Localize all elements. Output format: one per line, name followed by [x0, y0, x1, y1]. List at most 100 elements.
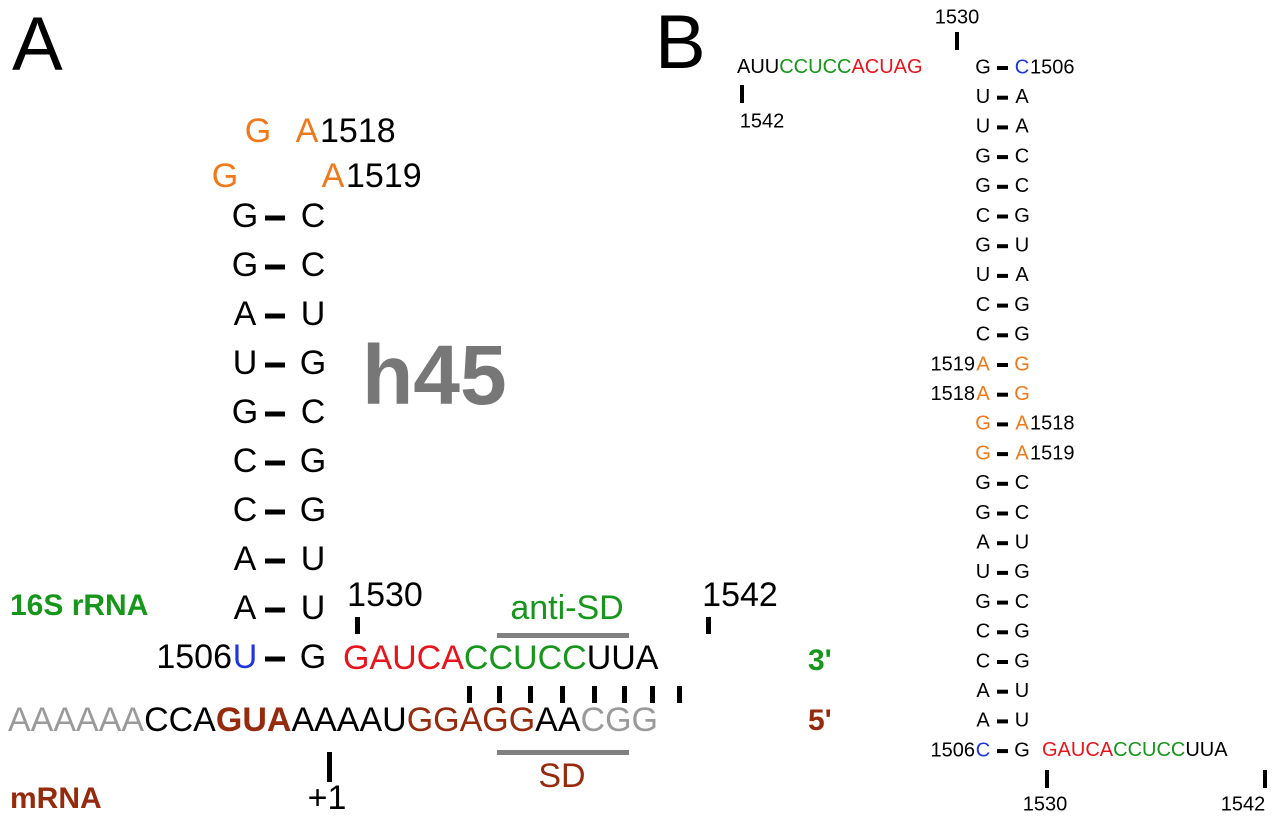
panel-label: B	[655, 0, 706, 85]
sequence: GAUCACCUCCUUA	[1042, 739, 1228, 761]
pair-bond	[997, 570, 1008, 575]
pair-bond	[997, 719, 1008, 724]
position: 1519	[346, 157, 422, 195]
tick	[355, 617, 360, 634]
strand-end: 5'	[808, 704, 832, 737]
pair-bond	[997, 630, 1008, 635]
base: A	[1015, 86, 1029, 108]
base: G	[975, 442, 991, 464]
position: 1519	[1030, 442, 1075, 464]
base: C	[976, 739, 990, 761]
segment: CCA	[144, 701, 216, 739]
pair-bond	[997, 660, 1008, 664]
base: G	[975, 56, 991, 78]
base: C	[976, 621, 990, 643]
tick	[327, 752, 332, 782]
base: C	[976, 324, 990, 346]
base: A	[976, 353, 990, 375]
segment: CCUCC	[464, 639, 587, 677]
base: U	[301, 540, 326, 578]
base: G	[300, 491, 326, 529]
anti-sd: anti-SD	[510, 589, 623, 627]
base: U	[976, 116, 990, 138]
base: C	[1015, 145, 1029, 167]
base: G	[975, 472, 991, 494]
pair-bond	[997, 392, 1008, 397]
base: G	[232, 393, 258, 431]
segment: GAUCA	[343, 639, 464, 677]
base: A	[1015, 442, 1029, 464]
position: 1542	[740, 110, 785, 132]
pair-bond	[997, 95, 1008, 100]
position: 1530	[1023, 793, 1068, 815]
position: 1530	[935, 6, 980, 28]
loop-base: A	[296, 112, 319, 150]
pair-bond	[997, 600, 1008, 605]
sequence: GAUCACCUCCUUA	[343, 639, 659, 677]
bar	[497, 633, 629, 638]
segment: AUU	[737, 56, 779, 78]
segment: GGAGG	[407, 701, 535, 739]
base: G	[975, 413, 991, 435]
base: A	[976, 531, 990, 553]
base: C	[976, 650, 990, 672]
tick	[706, 617, 711, 634]
segment: GAUCA	[1042, 739, 1114, 761]
base: C	[301, 197, 326, 235]
pair-bond	[997, 214, 1008, 219]
base: G	[1014, 650, 1030, 672]
sequence: AUUCCUCCACUAG	[737, 56, 923, 78]
pair-bond	[997, 689, 1008, 694]
helix-name: h45	[362, 328, 507, 422]
base: G	[975, 591, 991, 613]
segment: AA	[535, 701, 581, 739]
segment: AAAAAA	[8, 701, 144, 739]
position: 1518	[320, 112, 396, 150]
base: A	[234, 540, 257, 578]
base: U	[1015, 680, 1029, 702]
pair-bond	[265, 411, 285, 417]
segment: AAAAU	[291, 701, 406, 739]
base: U	[1015, 234, 1029, 256]
base: C	[1015, 56, 1029, 78]
pair-bond	[997, 511, 1008, 516]
panel-label: A	[12, 2, 63, 87]
base: C	[301, 246, 326, 284]
strand-end: 3'	[808, 644, 832, 677]
position: 1506	[1030, 56, 1075, 78]
base-pair-ticks	[467, 686, 682, 703]
loop-base: G	[212, 157, 238, 195]
base: G	[975, 145, 991, 167]
base: A	[976, 383, 990, 405]
base: G	[1014, 561, 1030, 583]
pair-bond	[997, 749, 1008, 754]
pair-bond	[265, 509, 285, 515]
segment: UUA	[587, 639, 659, 677]
segment: CCUCC	[779, 56, 851, 78]
position: 1518	[931, 383, 976, 405]
pair-bond	[997, 125, 1008, 130]
mrna-name: mRNA	[10, 782, 102, 815]
base: C	[233, 491, 258, 529]
base: C	[301, 393, 326, 431]
pair-bond	[265, 656, 285, 662]
segment: CGG	[581, 701, 658, 739]
base: C	[976, 205, 990, 227]
base: G	[1014, 739, 1030, 761]
base: U	[976, 86, 990, 108]
pair-bond	[997, 363, 1008, 367]
segment: UUA	[1185, 739, 1228, 761]
base: U	[976, 561, 990, 583]
base: U	[233, 344, 258, 382]
position: 1542	[702, 576, 778, 614]
base: G	[232, 246, 258, 284]
pair-bond	[997, 333, 1008, 338]
pair-bond	[997, 452, 1008, 457]
base: G	[300, 442, 326, 480]
base: U	[233, 638, 258, 676]
base: A	[1015, 264, 1029, 286]
pair-bond	[997, 422, 1008, 427]
pair-bond	[997, 184, 1008, 189]
base: G	[300, 344, 326, 382]
position: 1506	[156, 638, 232, 676]
